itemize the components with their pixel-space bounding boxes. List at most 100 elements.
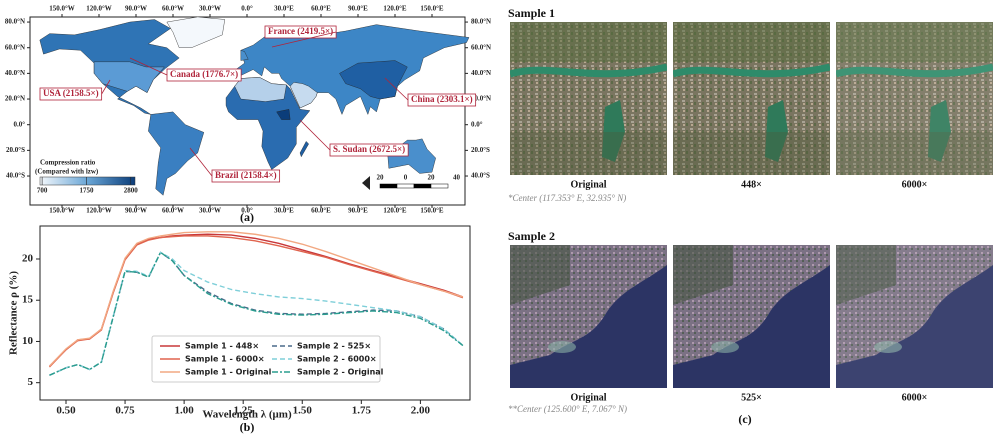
lon-tick-label: 30.0°E (274, 207, 294, 215)
lon-tick-label: 30.0°W (199, 5, 221, 13)
lat-tick-label: 60.0°N (5, 43, 25, 51)
lon-tick-label: 120.0°W (86, 5, 112, 13)
lon-tick-label: 90.0°E (348, 5, 368, 13)
leader-line (271, 31, 337, 48)
lon-tick-label: 60.0°E (311, 207, 331, 215)
landmass (299, 141, 309, 158)
scale-bar: 20 0 20 40 (377, 174, 461, 189)
annotation: China (2303.1×) (411, 94, 473, 104)
lat-tick-label: 20.0°S (471, 146, 490, 154)
leader-line (101, 79, 111, 95)
center-note: **Center (125.600° E, 7.067° N) (508, 404, 627, 414)
lon-tick-label: 0.0° (241, 207, 253, 215)
series-line (49, 251, 464, 376)
center-note: *Center (117.353° E, 32.935° N) (508, 193, 626, 203)
legend-label: Sample 2 - Original (297, 368, 384, 377)
samples-panel: (c) Sample 1 Original 448× 6000× *Center (11… (508, 6, 993, 426)
lat-tick-label: 40.0°S (6, 172, 25, 180)
y-tick-label: 10 (22, 335, 34, 347)
panel-label: (a) (240, 210, 254, 224)
x-tick-label: 1.25 (234, 405, 254, 417)
lat-tick-label: 40.0°N (471, 69, 491, 77)
lon-tick-label: 0.0° (241, 5, 253, 13)
satellite-image (836, 245, 993, 388)
lon-tick-label: 30.0°E (274, 5, 294, 13)
sample-title: Sample 2 (508, 229, 555, 243)
scale-label: 20 (377, 174, 385, 182)
lon-tick-label: 150.0°W (49, 207, 75, 215)
lat-tick-label: 40.0°N (5, 69, 25, 77)
lat-tick-label: 20.0°S (6, 146, 25, 154)
leader-line (299, 119, 331, 151)
annotation: USA (2158.5×) (43, 88, 99, 98)
scale-label: 20 (428, 174, 436, 182)
lat-tick-label: 60.0°N (471, 43, 491, 51)
lat-tick-label: 80.0°N (471, 18, 491, 26)
y-axis-label: Reflectance ρ (%) (8, 271, 20, 355)
legend-label: Sample 2 - 6000× (297, 355, 377, 364)
x-axis-label: Wavelength λ (μm) (202, 409, 292, 421)
lon-tick-label: 60.0°W (162, 5, 184, 13)
lon-tick-label: 30.0°W (199, 207, 221, 215)
map-ticks: 150.0°W 150.0°W 120.0°W 120.0°W 90.0°W 90.0°W… (5, 5, 491, 215)
lon-tick-label: 150.0°E (420, 5, 444, 13)
landmass (234, 77, 287, 102)
x-tick-label: 1.00 (174, 405, 194, 417)
legend (151, 335, 381, 383)
colorbar-tick-label: 700 (37, 187, 48, 195)
lon-tick-label: 150.0°W (49, 5, 75, 13)
satellite-image (836, 22, 993, 175)
satellite-image (673, 22, 830, 175)
leader-line (189, 147, 213, 177)
colorbar-subtitle: (Compared with lzw) (35, 168, 99, 176)
annotation: Canada (1776.7×) (170, 69, 238, 79)
scale-segment (379, 183, 398, 189)
north-arrow (362, 176, 370, 190)
annotation: France (2419.5×) (268, 26, 333, 36)
lon-tick-label: 90.0°W (125, 207, 147, 215)
x-tick-label: 2.00 (411, 405, 431, 417)
legend-label: Sample 1 - Original (185, 368, 272, 377)
landmass (93, 61, 165, 93)
y-tick-label: 20 (22, 253, 34, 265)
scale-label: 0 (404, 174, 408, 182)
plot-frame (39, 225, 471, 401)
annotation: S. Sudan (2672.5×) (333, 144, 405, 154)
landmass (276, 109, 291, 120)
lon-tick-label: 90.0°E (348, 207, 368, 215)
landmass (148, 111, 205, 196)
colorbar (39, 176, 136, 186)
x-tick-label: 1.75 (352, 405, 372, 417)
lon-tick-label: 120.0°E (383, 207, 407, 215)
scale-segment (413, 183, 432, 189)
lat-tick-label: 80.0°N (5, 18, 25, 26)
image-caption: Original (570, 179, 606, 190)
lon-tick-label: 120.0°W (86, 207, 112, 215)
land (39, 16, 470, 196)
sample-title: Sample 1 (508, 6, 555, 20)
series-line (48, 231, 464, 367)
lon-tick-label: 60.0°E (311, 5, 331, 13)
annotation: Brazil (2158.4×) (215, 170, 277, 180)
lat-tick-label: 40.0°S (471, 172, 490, 180)
x-tick-label: 1.50 (293, 405, 313, 417)
x-tick-label: 0.75 (115, 405, 135, 417)
leader-line (129, 57, 168, 76)
lat-tick-label: 20.0°N (471, 95, 491, 103)
map-panel: 150.0°W 150.0°W 120.0°W 120.0°W 90.0°W 90.0°W… (5, 5, 491, 224)
image-caption: Original (570, 392, 606, 403)
satellite-image (510, 22, 667, 175)
y-tick-label: 5 (28, 376, 34, 388)
lon-tick-label: 60.0°W (162, 207, 184, 215)
image-caption: 525× (741, 392, 762, 403)
scale-segment (396, 183, 415, 189)
x-tick-label: 0.50 (56, 405, 76, 417)
landmass (289, 82, 318, 109)
scale-label: 40 (453, 174, 461, 182)
lat-tick-label: 0.0° (471, 120, 483, 128)
satellite-image (510, 245, 667, 388)
landmass (166, 16, 226, 48)
image-caption: 448× (741, 179, 762, 190)
